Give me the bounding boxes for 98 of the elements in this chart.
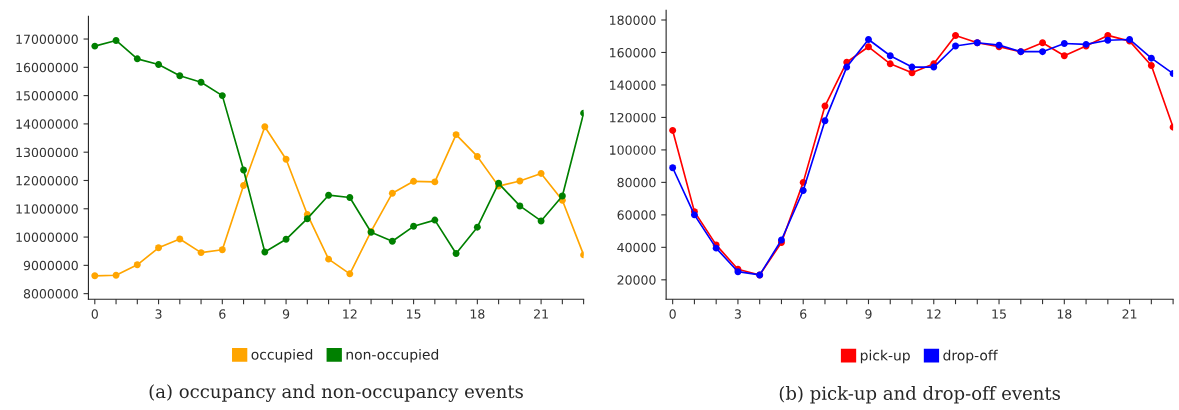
- point: [346, 193, 354, 201]
- point: [821, 117, 829, 125]
- y-tick-label: 180000: [610, 15, 656, 25]
- point: [669, 126, 677, 134]
- y-tick-label: 11000000: [16, 204, 78, 214]
- x-tick-label: 18: [1057, 309, 1072, 319]
- y-tick-label: 120000: [610, 112, 656, 123]
- point: [952, 42, 959, 50]
- y-tick-label: 20000: [617, 275, 656, 285]
- y-tick-label: 16000000: [16, 62, 78, 73]
- point: [537, 169, 545, 177]
- x-tick-label: 3: [734, 309, 741, 319]
- point: [473, 152, 481, 160]
- y-tick-label: 9000000: [23, 260, 78, 271]
- point: [388, 237, 396, 245]
- point: [1147, 61, 1155, 69]
- y-tick-label: 160000: [610, 47, 656, 58]
- point: [112, 36, 120, 44]
- legend-label: drop-off: [943, 349, 998, 364]
- point: [516, 177, 524, 185]
- x-tick-label: 15: [992, 309, 1006, 319]
- point: [91, 42, 99, 50]
- point: [240, 182, 248, 190]
- point: [197, 78, 205, 86]
- point: [558, 192, 566, 200]
- point: [112, 271, 120, 279]
- point: [865, 36, 872, 43]
- point: [452, 131, 460, 139]
- point: [325, 191, 333, 199]
- point: [325, 255, 333, 263]
- point: [1060, 40, 1068, 48]
- point: [1039, 39, 1047, 47]
- point: [155, 61, 163, 68]
- point: [155, 244, 163, 252]
- y-tick-label: 100000: [610, 145, 656, 155]
- legend-label: non-occupied: [346, 349, 439, 363]
- y-tick-label: 80000: [617, 177, 656, 188]
- point: [346, 270, 354, 278]
- y-tick-label: 13000000: [16, 147, 78, 158]
- x-tick-label: 9: [865, 309, 872, 319]
- x-tick-label: 21: [1122, 309, 1137, 319]
- point: [133, 261, 141, 269]
- point: [303, 215, 311, 223]
- point: [865, 43, 872, 51]
- point: [176, 235, 184, 243]
- x-tick-label: 12: [927, 309, 941, 319]
- y-tick-label: 15000000: [16, 91, 78, 101]
- point: [261, 123, 269, 131]
- point: [410, 222, 418, 230]
- point: [1039, 48, 1047, 56]
- text: (a) occupancy and non-occupancy events: [149, 384, 523, 402]
- y-tick-label: 17000000: [16, 34, 78, 44]
- point: [952, 31, 959, 39]
- y-tick-label: 140000: [610, 80, 656, 90]
- x-tick-label: 12: [343, 309, 357, 319]
- x-tick-label: 9: [282, 309, 290, 319]
- point: [669, 164, 677, 172]
- point: [886, 52, 894, 60]
- point: [1147, 54, 1155, 62]
- point: [516, 202, 524, 210]
- point: [431, 216, 439, 224]
- legend-label: pick-up: [860, 349, 910, 364]
- point: [218, 246, 226, 254]
- point: [452, 250, 460, 257]
- y-tick-label: 8000000: [23, 289, 78, 299]
- y-tick-label: 40000: [617, 242, 656, 253]
- x-tick-label: 21: [534, 309, 548, 319]
- y-tick-label: 14000000: [16, 119, 78, 129]
- x-tick-label: 3: [155, 309, 162, 319]
- legend-label: occupied: [251, 349, 313, 363]
- x-tick-label: 0: [91, 309, 98, 319]
- point: [1104, 36, 1112, 44]
- point: [473, 223, 481, 231]
- x-tick-label: 0: [669, 309, 676, 319]
- text: (b) pick-up and drop-off events: [779, 386, 1060, 404]
- point: [410, 177, 418, 185]
- point: [388, 189, 396, 197]
- point: [91, 272, 99, 280]
- x-tick-label: 15: [407, 309, 421, 319]
- point: [240, 166, 248, 174]
- point: [261, 248, 269, 256]
- x-tick-label: 6: [800, 309, 807, 319]
- point: [133, 55, 141, 63]
- point: [1060, 52, 1068, 60]
- x-tick-label: 18: [470, 309, 485, 319]
- point: [431, 178, 439, 186]
- y-tick-label: 60000: [617, 210, 656, 220]
- point: [282, 235, 290, 243]
- point: [197, 249, 205, 257]
- point: [218, 92, 226, 100]
- x-tick-label: 6: [219, 309, 226, 319]
- point: [176, 72, 184, 80]
- point: [799, 187, 807, 194]
- y-tick-label: 12000000: [16, 175, 78, 186]
- point: [282, 155, 290, 163]
- point: [843, 63, 851, 71]
- point: [886, 60, 894, 68]
- y-tick-label: 10000000: [16, 232, 78, 242]
